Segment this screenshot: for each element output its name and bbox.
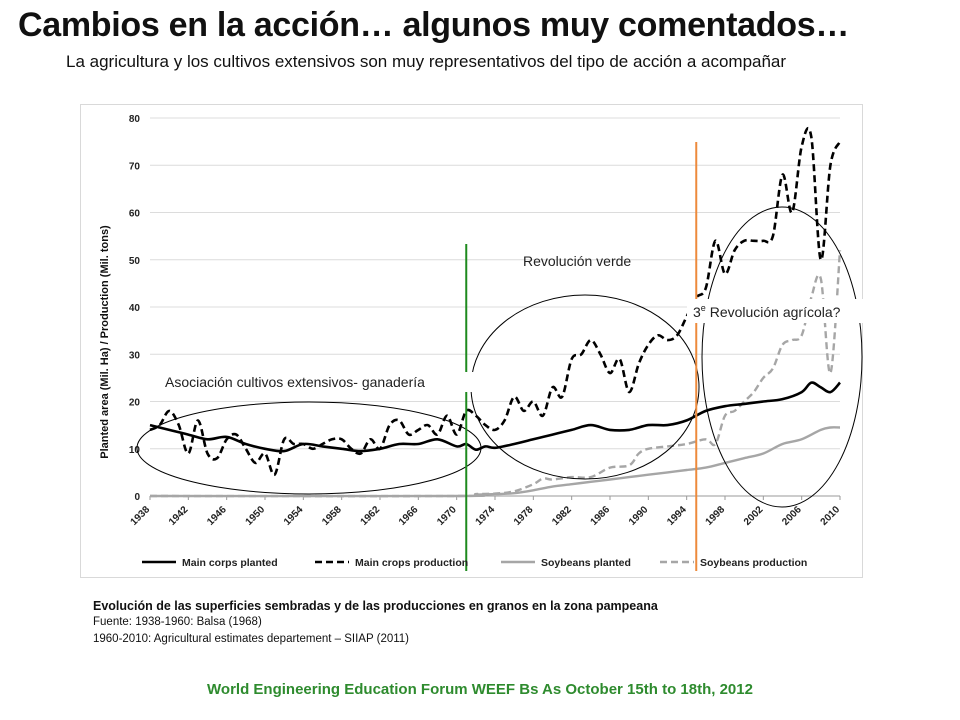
annotation-revolucion-verde: Revolución verde <box>523 253 631 269</box>
y-tick-80: 80 <box>129 114 141 125</box>
series-main-crops-production <box>149 126 842 477</box>
y-tick-10: 10 <box>129 445 141 456</box>
legend-label-main-crops-production: Main crops production <box>355 557 468 569</box>
chart-frame <box>80 104 863 578</box>
vertical-markers <box>465 142 698 571</box>
caption-source-2: 1960-2010: Agricultural estimates depart… <box>93 633 410 645</box>
legend-label-soybeans-production: Soybeans production <box>700 557 807 569</box>
slide-subtitle: La agricultura y los cultivos extensivos… <box>66 52 787 71</box>
legend-label-main-corps-planted: Main corps planted <box>182 557 278 569</box>
era-ellipses <box>136 206 863 508</box>
y-tick-60: 60 <box>129 209 141 220</box>
y-tick-0: 0 <box>134 492 140 503</box>
y-tick-labels: 0 10 20 30 40 50 60 70 80 <box>129 114 141 503</box>
caption-source-1: Fuente: 1938-1960: Balsa (1968) <box>93 616 262 628</box>
series-main-corps-planted <box>149 381 841 453</box>
footer-text: World Engineering Education Forum WEEF B… <box>207 681 753 698</box>
era-annotations: Asociación cultivos extensivos- ganaderí… <box>162 253 863 392</box>
figure-caption: Evolución de las superficies sembradas y… <box>93 598 853 648</box>
ellipse-asociacion <box>136 401 482 495</box>
tercera-label-bg <box>687 299 863 323</box>
ellipse-tercera-revolucion <box>701 206 863 508</box>
caption-title: Evolución de las superficies sembradas y… <box>93 599 658 613</box>
line-chart: Planted area (Mil. Ha) / Production (Mil… <box>80 104 863 578</box>
asociacion-label-bg <box>162 372 478 392</box>
y-tick-40: 40 <box>129 303 141 314</box>
tercera-superscript: e <box>701 303 706 313</box>
annotation-asociacion: Asociación cultivos extensivos- ganaderí… <box>165 374 425 390</box>
series-soybeans-production <box>149 250 842 498</box>
legend-label-soybeans-planted: Soybeans planted <box>541 557 631 569</box>
chart-panel: Planted area (Mil. Ha) / Production (Mil… <box>80 104 863 578</box>
annotation-tercera-revolucion: 3e Revolución agrícola? <box>693 303 841 320</box>
y-tick-50: 50 <box>129 256 141 267</box>
y-tick-70: 70 <box>129 161 141 172</box>
y-tick-30: 30 <box>129 350 141 361</box>
tercera-text: Revolución agrícola? <box>706 304 841 320</box>
chart-legend: Main corps planted Main crops production S… <box>142 557 807 569</box>
slide-title: Cambios en la acción… algunos muy coment… <box>18 6 850 44</box>
y-axis-label: Planted area (Mil. Ha) / Production (Mil… <box>99 225 111 459</box>
series-lines <box>149 126 842 498</box>
y-tick-20: 20 <box>129 398 141 409</box>
tercera-number: 3 <box>693 304 701 320</box>
